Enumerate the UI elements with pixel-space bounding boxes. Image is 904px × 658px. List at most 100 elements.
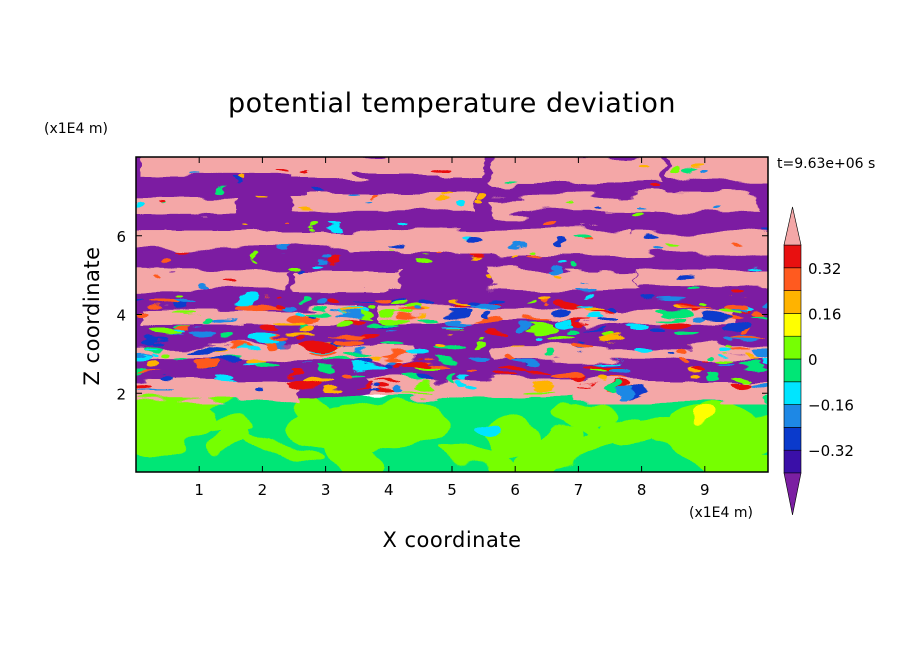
x-tick-label: 8 bbox=[637, 481, 647, 499]
field-cell bbox=[311, 260, 325, 265]
field-cell bbox=[136, 381, 299, 401]
field-cell bbox=[330, 314, 361, 319]
field-cell bbox=[684, 408, 713, 425]
field-cell bbox=[253, 253, 259, 259]
field-cell bbox=[137, 371, 165, 374]
field-cell bbox=[651, 247, 662, 254]
field-cell bbox=[565, 406, 621, 430]
field-cell bbox=[164, 350, 176, 359]
field-cell bbox=[387, 314, 411, 319]
field-cell bbox=[667, 157, 768, 179]
field-cell bbox=[582, 306, 607, 311]
field-cell bbox=[172, 329, 184, 333]
field-cell bbox=[298, 165, 307, 171]
field-cell bbox=[239, 302, 270, 310]
field-cell bbox=[490, 375, 519, 379]
colorbar-segment bbox=[783, 335, 802, 360]
field-cell bbox=[679, 303, 699, 306]
x-axis: 1 2 3 4 5 6 7 8 9 bbox=[194, 157, 710, 499]
field-cell bbox=[539, 220, 557, 225]
field-cell bbox=[748, 356, 761, 360]
field-cell bbox=[533, 383, 551, 389]
field-cell bbox=[607, 384, 618, 392]
field-cell bbox=[434, 253, 442, 257]
colorbar-segment bbox=[783, 404, 802, 428]
colorbar-segment bbox=[783, 427, 802, 451]
field-cell bbox=[220, 187, 230, 191]
field-cell bbox=[513, 253, 519, 258]
field-cell bbox=[311, 189, 325, 195]
field-cell bbox=[161, 379, 174, 386]
field-cell bbox=[724, 347, 755, 353]
field-cell bbox=[704, 353, 712, 358]
field-cell bbox=[136, 417, 193, 452]
field-cell bbox=[592, 335, 620, 342]
field-cell bbox=[748, 314, 768, 318]
field-cell bbox=[467, 299, 483, 305]
field-cell bbox=[343, 312, 363, 315]
field-cell bbox=[438, 358, 452, 362]
field-cell bbox=[352, 299, 374, 303]
x-axis-label: X coordinate bbox=[382, 528, 521, 552]
field-cell bbox=[483, 281, 489, 286]
field-cell bbox=[320, 255, 332, 259]
field-cell bbox=[416, 375, 436, 380]
field-cell bbox=[272, 320, 301, 326]
field-cell bbox=[560, 261, 572, 266]
field-cell bbox=[388, 300, 409, 305]
field-cell bbox=[148, 362, 161, 368]
field-cell bbox=[578, 327, 608, 331]
field-cell bbox=[301, 297, 310, 304]
field-cell bbox=[401, 391, 436, 395]
field-cell bbox=[689, 317, 700, 323]
colorbar-segment bbox=[783, 358, 802, 383]
field-cell bbox=[353, 360, 387, 369]
field-cell bbox=[200, 317, 212, 326]
field-cell bbox=[575, 235, 594, 241]
field-cell bbox=[609, 306, 618, 312]
colorbar-segment bbox=[783, 267, 802, 291]
field-cell bbox=[159, 203, 165, 207]
field-cell bbox=[188, 328, 219, 336]
field-cell bbox=[453, 304, 467, 308]
field-cell bbox=[545, 308, 568, 316]
field-cell bbox=[586, 312, 604, 320]
field-cell bbox=[593, 377, 604, 383]
field-cell bbox=[557, 240, 568, 245]
y-unit-label: (x1E4 m) bbox=[44, 121, 108, 137]
field-cell bbox=[286, 333, 320, 337]
field-cell bbox=[591, 367, 610, 371]
field-cell bbox=[194, 361, 218, 369]
field-cell bbox=[656, 322, 689, 330]
field-cell bbox=[509, 243, 527, 248]
field-cell bbox=[528, 248, 534, 254]
field-cell bbox=[294, 195, 476, 211]
field-cell bbox=[539, 297, 553, 303]
field-cell bbox=[192, 346, 224, 352]
field-cell bbox=[293, 270, 402, 292]
field-cell bbox=[363, 387, 375, 391]
field-cell bbox=[477, 315, 508, 322]
field-cell bbox=[204, 418, 250, 436]
field-cell bbox=[524, 300, 538, 303]
field-cell bbox=[433, 447, 519, 472]
colorbar: 0.32 0.16 0 −0.16 −0.32 bbox=[783, 206, 854, 516]
field-cell bbox=[304, 311, 330, 316]
field-cell bbox=[355, 384, 372, 387]
field-cell bbox=[367, 201, 376, 204]
field-cell bbox=[636, 297, 650, 301]
field-cell bbox=[529, 323, 559, 331]
field-cell bbox=[624, 325, 647, 333]
field-cell bbox=[236, 179, 244, 185]
field-cell bbox=[722, 321, 749, 330]
field-cell bbox=[571, 345, 598, 353]
field-cell bbox=[690, 163, 706, 168]
field-cell bbox=[285, 372, 301, 378]
field-cell bbox=[447, 308, 474, 317]
field-cell bbox=[447, 318, 475, 325]
field-cell bbox=[726, 300, 744, 307]
field-cell bbox=[300, 205, 316, 209]
field-cell bbox=[761, 358, 768, 362]
field-cell bbox=[487, 271, 637, 290]
